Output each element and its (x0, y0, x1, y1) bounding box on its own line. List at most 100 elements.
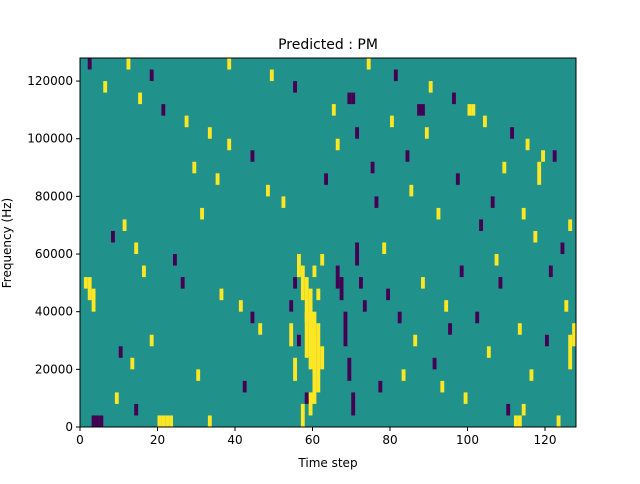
heatmap-cell (192, 161, 197, 174)
heatmap-cell (142, 265, 146, 278)
heatmap-cell (355, 242, 360, 266)
heatmap-cell (556, 415, 561, 427)
x-axis-label: Time step (297, 456, 357, 470)
heatmap-cell (525, 138, 530, 151)
heatmap-cell (521, 207, 526, 220)
heatmap-cell (564, 300, 569, 312)
heatmap-cell (541, 150, 546, 162)
chart-title: Predicted : PM (278, 37, 378, 53)
heatmap-cell (494, 254, 499, 266)
heatmap-cell (378, 380, 383, 393)
heatmap-cell (409, 184, 414, 197)
heatmap-cell (118, 346, 123, 358)
heatmap-cell (347, 92, 352, 105)
heatmap-cell (568, 334, 573, 370)
heatmap-cell (370, 161, 375, 174)
heatmap-cell (250, 311, 255, 324)
heatmap-cell (444, 300, 449, 312)
heatmap-cell (134, 403, 139, 416)
x-tick-label: 20 (150, 433, 165, 447)
heatmap-cell (397, 311, 402, 324)
heatmap-cell (568, 219, 573, 231)
x-tick-label: 80 (382, 433, 397, 447)
heatmap-cell (312, 311, 317, 404)
heatmap-cell (502, 161, 507, 174)
heatmap-cell (99, 415, 104, 427)
heatmap-cell (293, 81, 298, 93)
heatmap-cell (463, 392, 468, 404)
heatmap-cell (169, 415, 174, 427)
heatmap-cell (393, 69, 398, 82)
heatmap-cell (401, 369, 406, 381)
heatmap-cell (161, 415, 166, 427)
heatmap-cell (417, 104, 422, 116)
heatmap-cell (157, 415, 162, 427)
heatmap-cell (297, 334, 301, 347)
heatmap-cell (227, 58, 232, 70)
heatmap-cell (269, 69, 274, 82)
y-tick-label: 20000 (35, 362, 73, 376)
y-tick-label: 0 (65, 420, 73, 434)
y-tick-label: 80000 (35, 189, 73, 203)
heatmap-cell (304, 311, 309, 324)
heatmap-cell (215, 173, 220, 185)
plot-frame (79, 57, 577, 428)
x-tick-label: 100 (456, 433, 479, 447)
heatmap-cell (475, 311, 480, 324)
heatmap-cells (83, 58, 577, 427)
heatmap-cell (545, 334, 549, 347)
heatmap-cell (331, 104, 336, 116)
heatmap-cell (498, 277, 503, 289)
heatmap-cell (122, 219, 127, 231)
heatmap-cell (529, 369, 534, 381)
heatmap-cell (366, 58, 371, 70)
y-axis-label: Frequency (Hz) (0, 198, 14, 289)
heatmap-cell (405, 150, 410, 162)
heatmap-cell (200, 207, 205, 220)
heatmap-cell (238, 300, 243, 312)
heatmap-cell (266, 184, 270, 197)
plot-area (80, 58, 576, 427)
heatmap-cell (130, 357, 135, 370)
heatmap-cell (479, 219, 484, 231)
heatmap-cell (316, 323, 321, 393)
heatmap-cell (572, 323, 577, 347)
heatmap-cell (455, 173, 460, 185)
heatmap-cell (560, 242, 565, 255)
y-tick-label: 120000 (27, 74, 73, 88)
heatmap-cell (324, 173, 329, 185)
heatmap-cell (293, 357, 298, 381)
heatmap-cell (281, 196, 286, 208)
heatmap-cell (114, 392, 119, 404)
heatmap-cell (308, 392, 313, 416)
heatmap-cell (87, 58, 92, 70)
heatmap-cell (227, 138, 232, 151)
heatmap-cell (149, 69, 154, 82)
heatmap-cell (421, 104, 425, 116)
heatmap-cell (486, 346, 491, 358)
heatmap-cell (471, 104, 476, 116)
heatmap-cell (355, 127, 360, 139)
heatmap-cell (448, 323, 453, 335)
heatmap-cell (335, 138, 340, 151)
heatmap-cell (297, 254, 301, 278)
heatmap-cell (347, 357, 352, 381)
heatmap-cell (351, 92, 356, 105)
heatmap-cell (196, 369, 201, 381)
x-tick-label: 120 (534, 433, 557, 447)
heatmap-cell (312, 265, 317, 278)
heatmap-cell (436, 207, 441, 220)
heatmap-cell (91, 288, 96, 312)
heatmap-cell (95, 415, 100, 427)
heatmap-cell (289, 300, 294, 312)
heatmap-cell (173, 254, 177, 266)
heatmap-cell (421, 277, 425, 289)
heatmap-cell (300, 265, 305, 301)
heatmap-cell (413, 334, 418, 347)
heatmap-cell (533, 230, 538, 243)
x-tick-label: 40 (227, 433, 242, 447)
x-axis-ticks: 0 20 40 60 80 100 120 (76, 427, 556, 447)
heatmap-cell (83, 277, 88, 289)
x-tick-label: 0 (76, 433, 84, 447)
